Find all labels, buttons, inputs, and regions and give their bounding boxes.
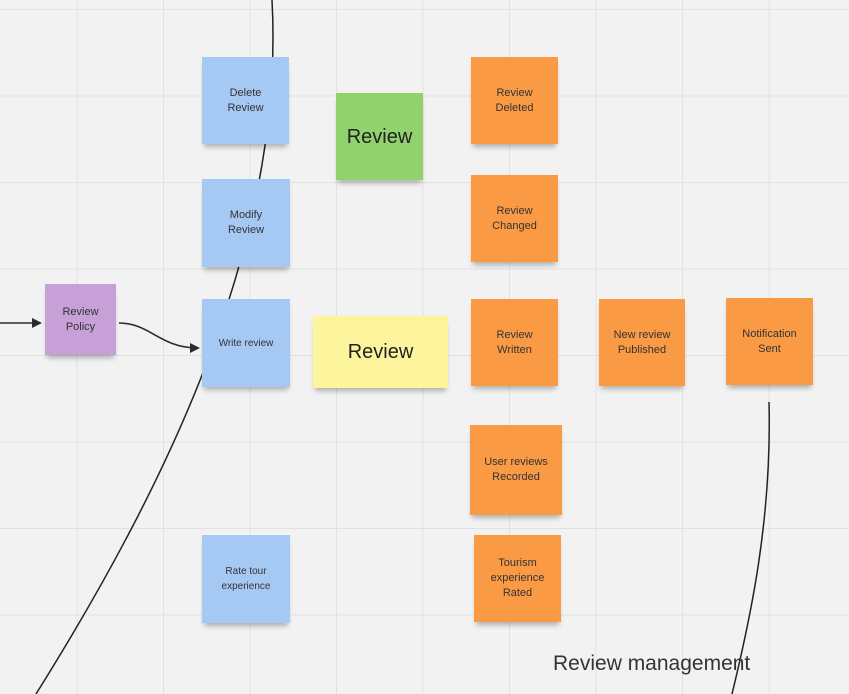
sticky-rate-tour-experience[interactable]: Rate tour experience — [202, 535, 290, 623]
sticky-review-read-model[interactable]: Review — [313, 316, 448, 388]
sticky-user-reviews-recorded[interactable]: User reviews Recorded — [470, 425, 562, 515]
sticky-new-review-published[interactable]: New review Published — [599, 299, 685, 386]
swimlane-curve-right[interactable] — [731, 401, 771, 694]
sticky-review-changed[interactable]: Review Changed — [471, 175, 558, 262]
sticky-review-deleted[interactable]: Review Deleted — [471, 57, 558, 144]
sticky-review-written[interactable]: Review Written — [471, 299, 558, 386]
sticky-review-policy[interactable]: Review Policy — [45, 284, 116, 355]
sticky-delete-review[interactable]: Delete Review — [202, 57, 289, 144]
sticky-tourism-experience-rated[interactable]: Tourism experience Rated — [474, 535, 561, 622]
sticky-write-review[interactable]: Write review — [202, 299, 290, 387]
sticky-modify-review[interactable]: Modify Review — [202, 179, 290, 267]
arrow-policy-to-write-review[interactable] — [118, 322, 200, 353]
sticky-notification-sent[interactable]: Notification Sent — [726, 298, 813, 385]
sticky-review-aggregate[interactable]: Review — [336, 93, 423, 180]
board-caption: Review management — [553, 652, 751, 675]
